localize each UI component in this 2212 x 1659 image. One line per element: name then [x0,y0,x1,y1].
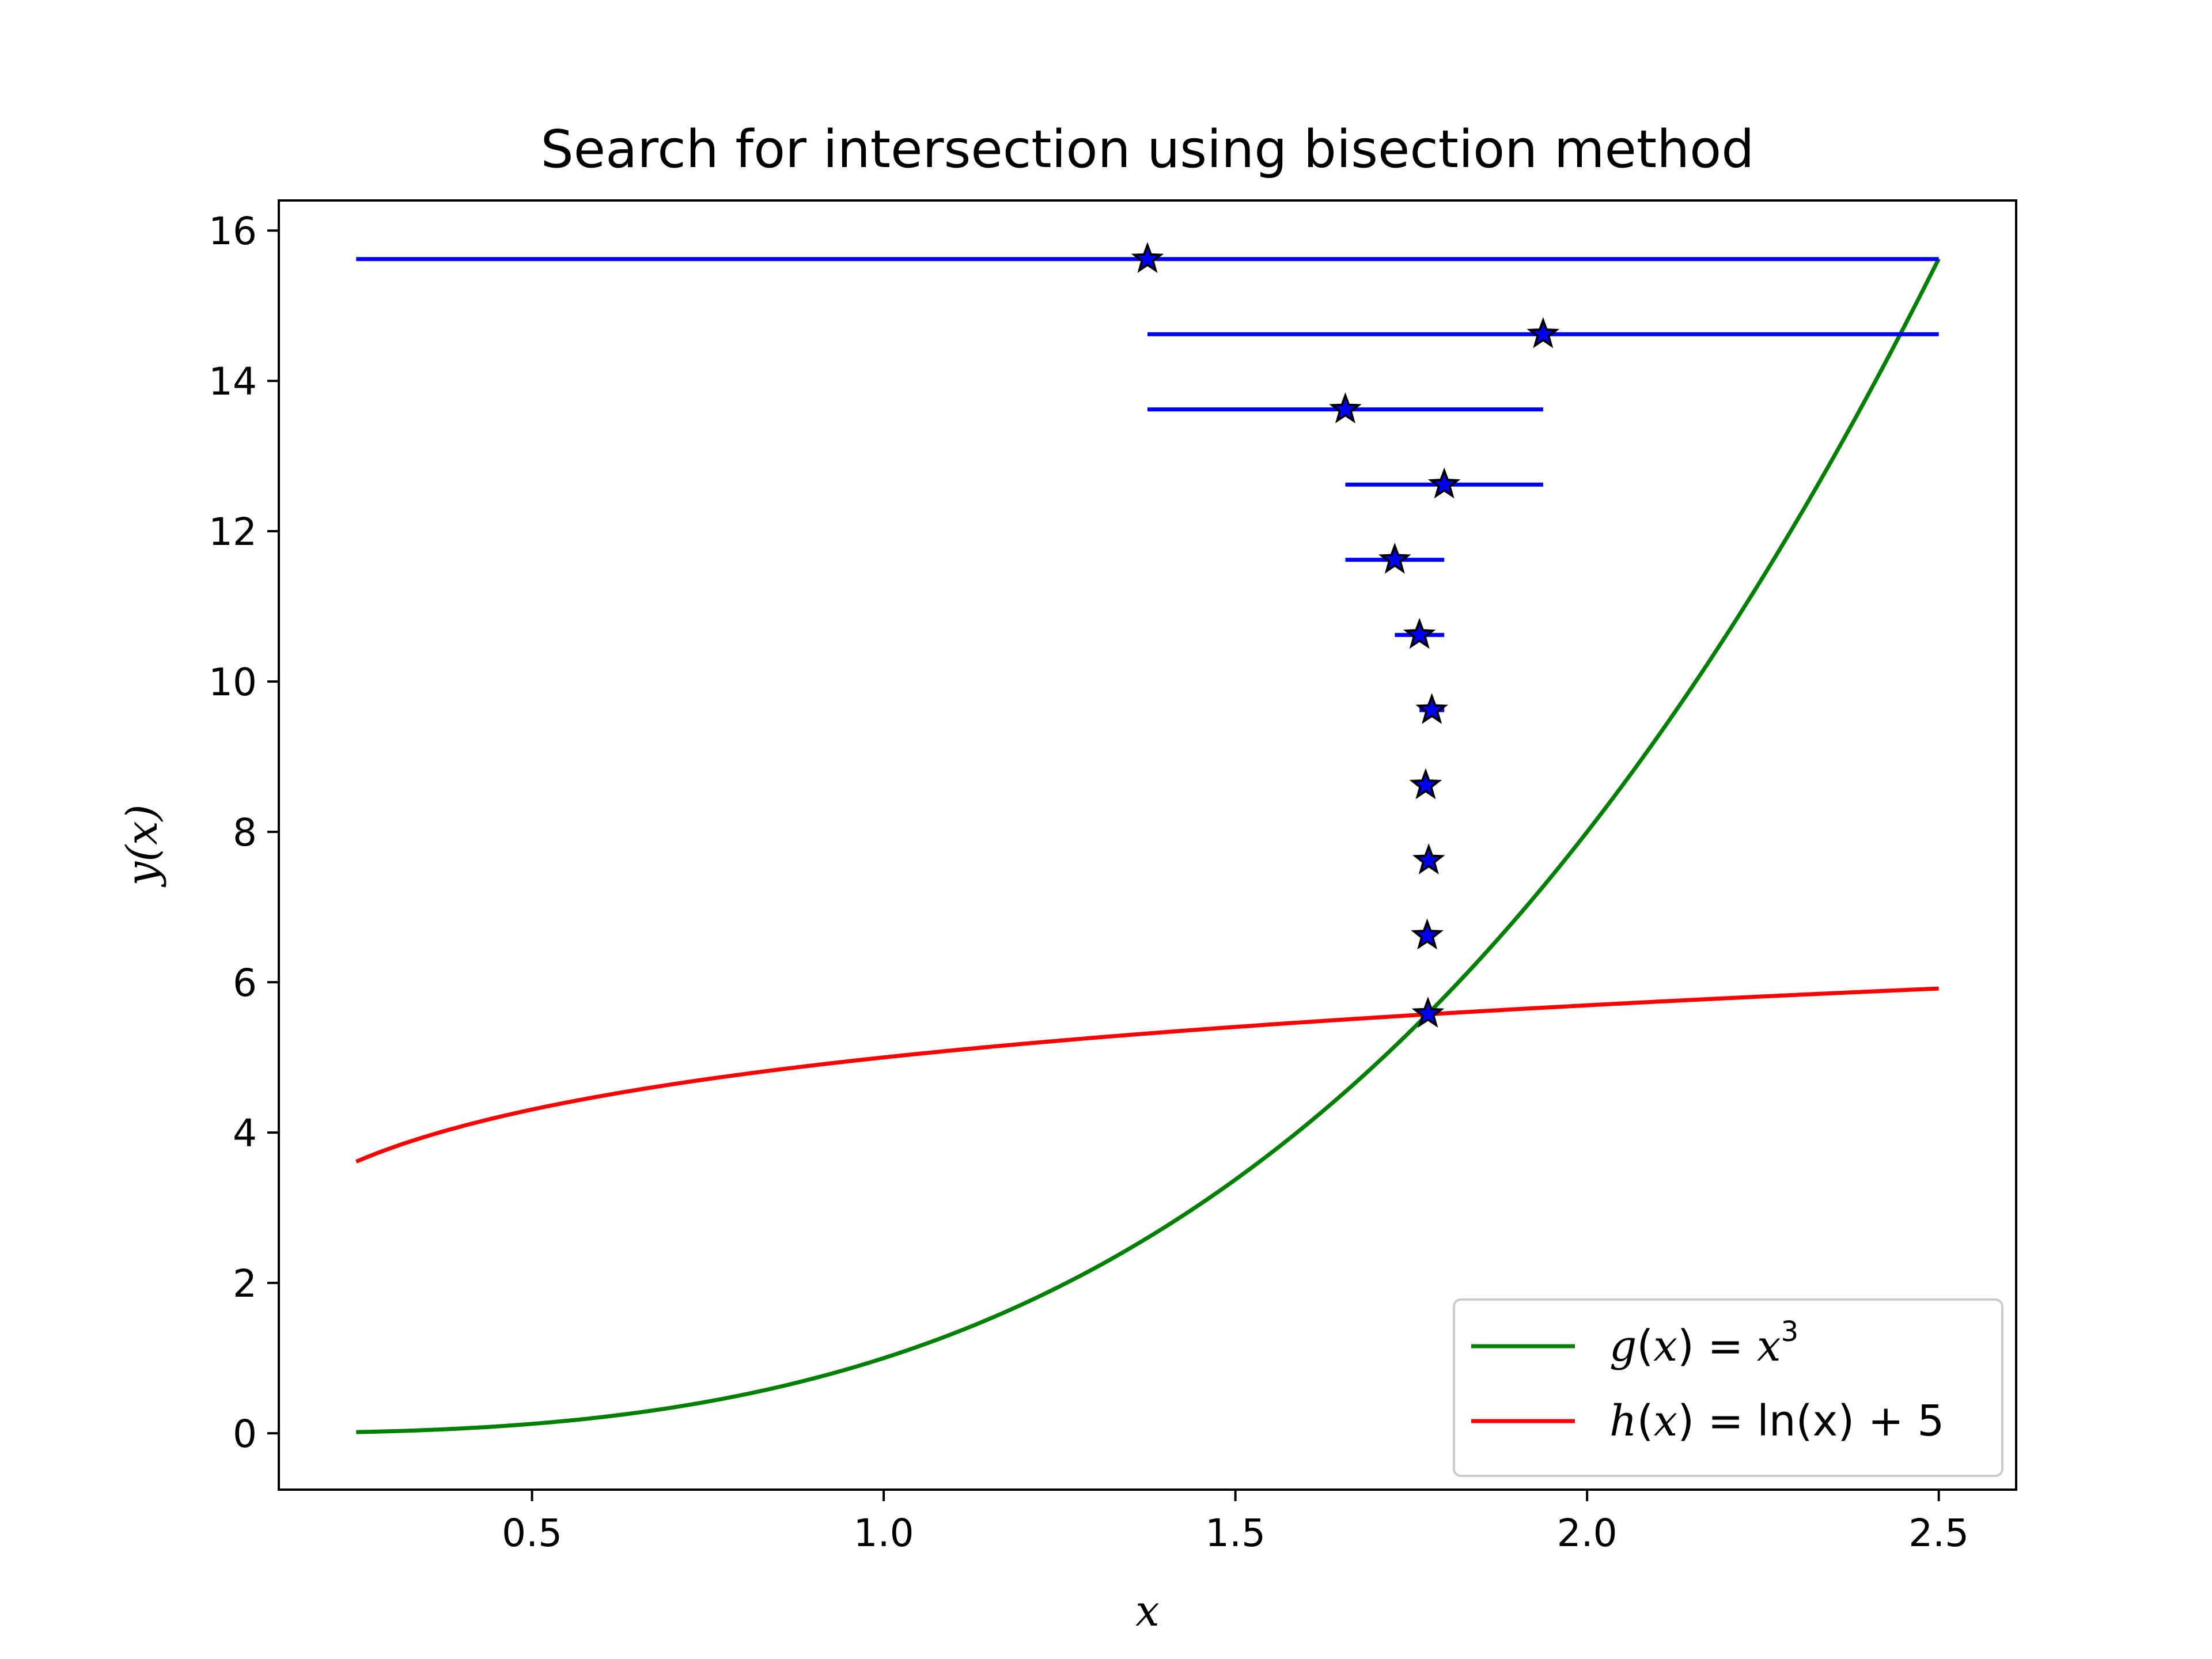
legend-box [1453,1298,2003,1477]
bisection-midpoint-marker [1527,317,1560,349]
bisection-midpoint-marker [1411,918,1444,950]
y-axis-ticks: 0 2 4 6 8 10 12 14 16 [209,209,279,1456]
x-axis-label: x [1135,1586,1160,1636]
y-tick-label: 12 [209,510,257,554]
y-tick-label: 0 [233,1412,257,1456]
legend-h-fn: h [1609,1396,1637,1446]
x-axis-ticks: 0.5 1.0 1.5 2.0 2.5 [502,1490,1969,1555]
y-tick-label: 16 [209,209,257,253]
axes-frame [278,199,2017,1491]
bisection-midpoint-marker [1329,392,1362,423]
y-tick-label: 2 [233,1262,257,1306]
legend-label-g: g(x) = x3 [1609,1316,1798,1371]
legend-g-fn: g [1609,1321,1637,1371]
y-axis-label: y(x) [118,804,167,887]
series-line-h [355,986,1939,1164]
y-tick-label: 6 [233,961,257,1005]
legend: g(x) = x3 h(x) = ln(x) + 5 [1453,1298,2003,1477]
series-line-g [356,257,1941,1434]
y-tick-label: 14 [209,359,257,404]
chart-title: Search for intersection using bisection … [541,119,1755,180]
x-tick-label: 1.5 [1205,1511,1266,1555]
y-tick-label: 4 [233,1111,257,1156]
bisection-midpoint-marker [1411,997,1445,1028]
bisection-midpoint-marker [1412,843,1445,874]
y-tick-label: 10 [209,660,257,704]
legend-h-rhs: ln(x) + 5 [1757,1396,1944,1446]
bisection-midpoint-marker [1409,768,1442,800]
bisection-midpoint-marker [1131,242,1164,273]
curves-layer [355,257,1941,1434]
bisection-midpoint-marker [1378,543,1411,574]
bisection-midpoints-layer [1131,242,1560,1028]
x-tick-label: 2.0 [1557,1511,1618,1555]
bisection-midpoint-marker [1427,467,1461,499]
plot-area [278,199,2017,1491]
legend-label-h: h(x) = ln(x) + 5 [1609,1396,1944,1446]
x-tick-label: 0.5 [502,1511,562,1555]
legend-g-rhs: x [1757,1321,1781,1371]
bisection-midpoint-marker [1415,692,1448,724]
x-tick-label: 1.0 [854,1511,914,1555]
bisection-midpoint-marker [1403,618,1436,649]
y-tick-label: 8 [233,810,257,855]
x-tick-label: 2.5 [1908,1511,1969,1555]
legend-g-sup: 3 [1781,1316,1799,1348]
